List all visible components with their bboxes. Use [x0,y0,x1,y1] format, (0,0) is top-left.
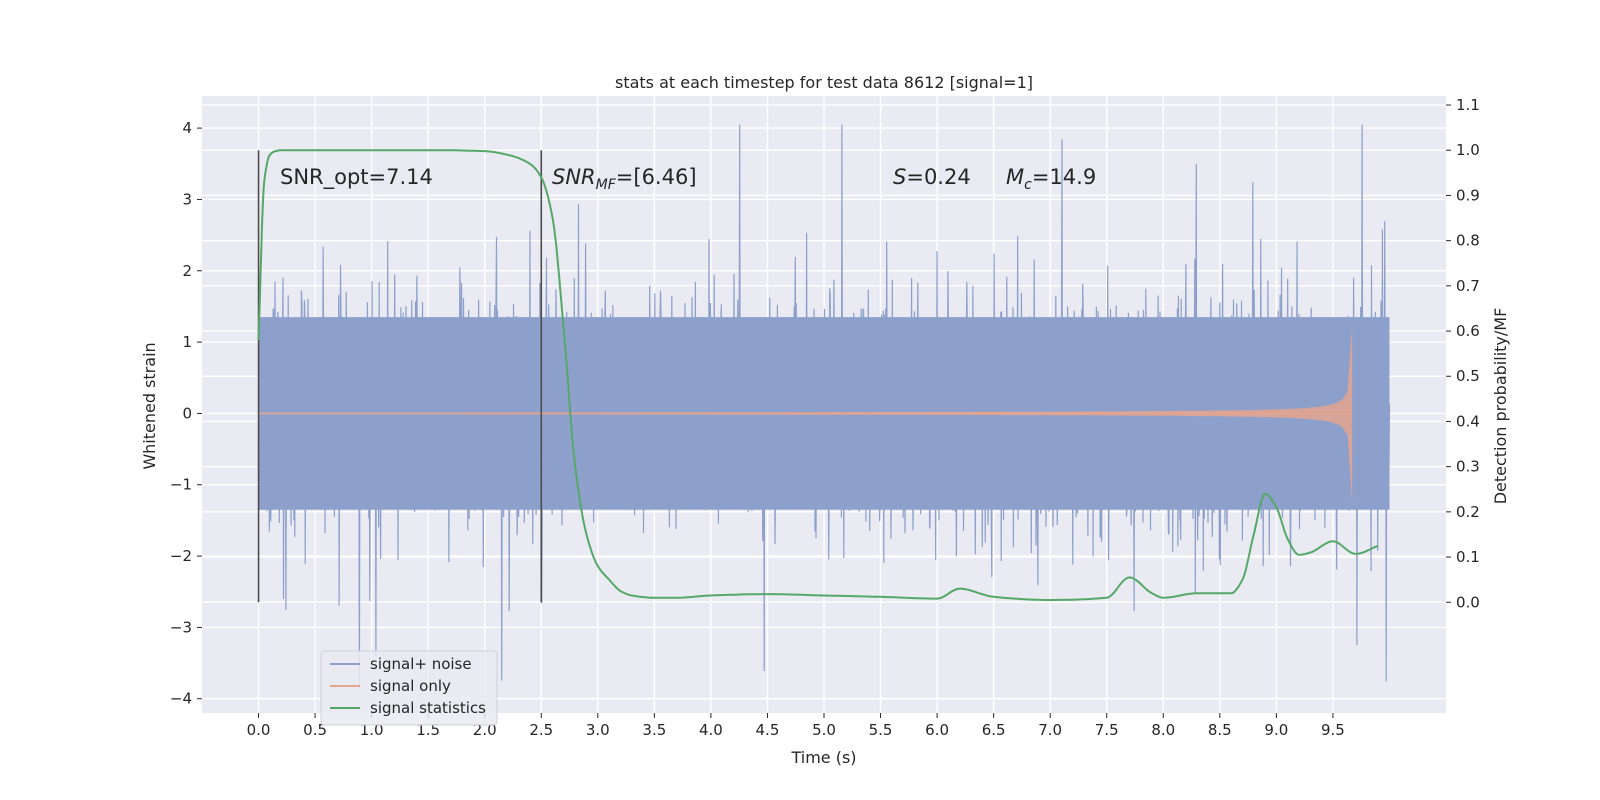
x-tick-label: 3.0 [586,721,610,739]
x-tick-label: 4.5 [756,721,780,739]
y-left-tick-label: 4 [182,119,192,137]
x-tick-label: 4.0 [699,721,723,739]
annotation-s-var: S [893,165,906,189]
x-tick-label: 6.0 [925,721,949,739]
x-tick-label: 3.5 [642,721,666,739]
series-signal-statistics [257,149,1379,601]
annotation-mc: Mc=14.9 [1006,165,1096,193]
y-right-tick-label: 0.6 [1456,322,1480,340]
legend-box [320,650,498,726]
y-right-ticks: 1.1 1.0 0.9 0.8 0.7 0.6 0.5 0.4 0.3 0.2 0.1 0.0 [1446,96,1480,611]
chart-title: stats at each timestep for test data 861… [615,73,1033,92]
signal-statistics-line [257,149,1379,601]
series-signal-only [258,325,1353,502]
annotation-s-val: =0.24 [906,165,970,189]
y-left-tick-label: 1 [182,333,192,351]
annotation-snr-mf-val: =[6.46] [616,165,697,189]
legend: signal+ noise signal only signal statist… [320,650,498,726]
y-left-tick-label: 3 [182,190,192,208]
y-right-tick-label: 0.9 [1456,186,1480,204]
y-right-tick-label: 0.4 [1456,412,1480,430]
x-ticks: 0.0 0.5 1.0 1.5 2.0 2.5 3.0 3.5 4.0 4.5 5.0 5.5 6.0 6… [247,713,1345,739]
x-tick-label: 7.5 [1095,721,1119,739]
annotation-snr-mf: SNRMF=[6.46] [552,165,697,193]
legend-label-signal-only: signal only [370,677,451,695]
annotation-snr-opt: SNR_opt=7.14 [280,165,433,190]
x-tick-label: 8.5 [1208,721,1232,739]
y-left-tick-label: −2 [170,547,192,565]
annotation-snr-mf-sub: MF [596,177,617,193]
legend-label-signal-noise: signal+ noise [370,655,472,673]
y-right-tick-label: 0.2 [1456,503,1480,521]
y-right-tick-label: 1.0 [1456,141,1480,159]
x-tick-label: 0.0 [247,721,271,739]
y-right-tick-label: 0.8 [1456,232,1480,250]
x-tick-label: 8.0 [1151,721,1175,739]
x-tick-label: 6.5 [982,721,1006,739]
annotation-snr-mf-var: SNR [552,165,596,189]
y-right-tick-label: 0.5 [1456,367,1480,385]
y-left-ticks: 4 3 2 1 0 −1 −2 −3 −4 [170,119,202,708]
vertical-markers [257,150,543,603]
y-left-axis-label: Whitened strain [140,342,159,469]
x-tick-label: 9.5 [1321,721,1345,739]
y-left-tick-label: −1 [170,476,192,494]
x-tick-label: 7.0 [1038,721,1062,739]
annotation-s: S=0.24 [893,165,971,189]
y-right-tick-label: 0.0 [1456,593,1480,611]
x-tick-label: 9.0 [1264,721,1288,739]
y-left-tick-label: 2 [182,262,192,280]
noise-trace [257,124,1391,689]
annotation-mc-var: M [1006,165,1024,189]
legend-label-signal-statistics: signal statistics [370,699,486,717]
x-tick-label: 5.5 [869,721,893,739]
x-tick-label: 0.5 [303,721,327,739]
y-left-tick-label: −4 [170,690,192,708]
y-right-tick-label: 0.3 [1456,458,1480,476]
x-axis-label: Time (s) [790,748,856,767]
y-right-tick-label: 0.7 [1456,277,1480,295]
x-tick-label: 5.0 [812,721,836,739]
annotation-mc-sub: c [1024,177,1032,193]
y-right-axis-label: Detection probability/MF [1491,308,1510,505]
y-right-tick-label: 0.1 [1456,548,1480,566]
annotation-mc-val: =14.9 [1032,165,1096,189]
y-left-tick-label: −3 [170,618,192,636]
x-tick-label: 2.5 [529,721,553,739]
y-left-tick-label: 0 [182,404,192,422]
y-right-tick-label: 1.1 [1456,96,1480,114]
